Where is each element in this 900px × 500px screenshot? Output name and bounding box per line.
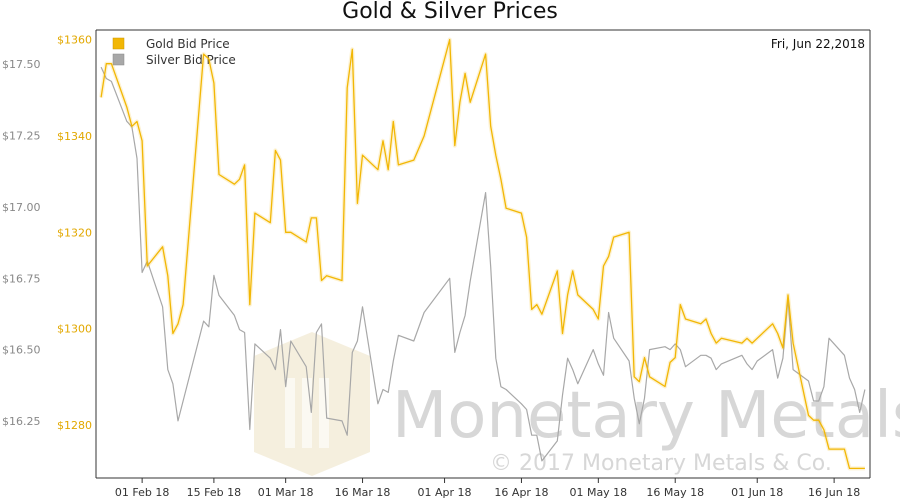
gold-tick-label: $1320 — [57, 226, 92, 239]
x-tick-label: 16 Jun 18 — [808, 486, 860, 499]
silver-tick-label: $17.25 — [2, 130, 41, 143]
legend-silver-swatch — [112, 53, 125, 66]
silver-tick-label: $16.50 — [2, 344, 41, 357]
silver-series-line — [100, 66, 866, 462]
x-tick-label: 16 Mar 18 — [335, 486, 391, 499]
gold-tick-label: $1300 — [57, 323, 92, 336]
watermark-brand: Monetary Metals — [392, 379, 900, 453]
silver-tick-label: $17.00 — [2, 201, 41, 214]
chart-title: Gold & Silver Prices — [342, 0, 558, 24]
series-layer — [99, 37, 866, 471]
legend: Gold Bid Price Silver Bid Price — [112, 37, 236, 67]
x-tick-label: 01 Jun 18 — [731, 486, 783, 499]
watermark: Monetary Metals © 2017 Monetary Metals &… — [254, 332, 900, 476]
gold-series-line — [100, 38, 865, 470]
gold-tick-label: $1340 — [57, 130, 92, 143]
gold-tick-label: $1360 — [57, 34, 92, 47]
legend-silver-label: Silver Bid Price — [146, 53, 236, 67]
x-tick-label: 01 Mar 18 — [258, 486, 314, 499]
x-tick-label: 15 Feb 18 — [187, 486, 241, 499]
silver-tick-label: $16.25 — [2, 415, 41, 428]
x-tick-label: 01 Feb 18 — [115, 486, 169, 499]
x-axis-ticks: 01 Feb 18 15 Feb 18 01 Mar 18 16 Mar 18 01 A… — [115, 478, 860, 499]
silver-tick-label: $16.75 — [2, 272, 41, 285]
legend-gold-label: Gold Bid Price — [146, 37, 230, 51]
gold-axis-ticks: $1360 $1340 $1320 $1300 $1280 — [57, 34, 92, 432]
x-tick-label: 01 May 18 — [569, 486, 627, 499]
silver-tick-label: $17.50 — [2, 58, 41, 71]
gold-tick-label: $1280 — [57, 419, 92, 432]
watermark-logo-bar — [302, 378, 312, 448]
watermark-logo-bars — [285, 378, 295, 448]
silver-axis-ticks: $17.50 $17.25 $17.00 $16.75 $16.50 $16.25 — [2, 58, 41, 428]
x-tick-label: 16 May 18 — [646, 486, 704, 499]
x-tick-label: 16 Apr 18 — [494, 486, 548, 499]
date-label: Fri, Jun 22,2018 — [771, 37, 865, 51]
watermark-logo-bar — [319, 378, 329, 448]
x-tick-label: 01 Apr 18 — [418, 486, 472, 499]
legend-gold-swatch — [112, 37, 125, 50]
